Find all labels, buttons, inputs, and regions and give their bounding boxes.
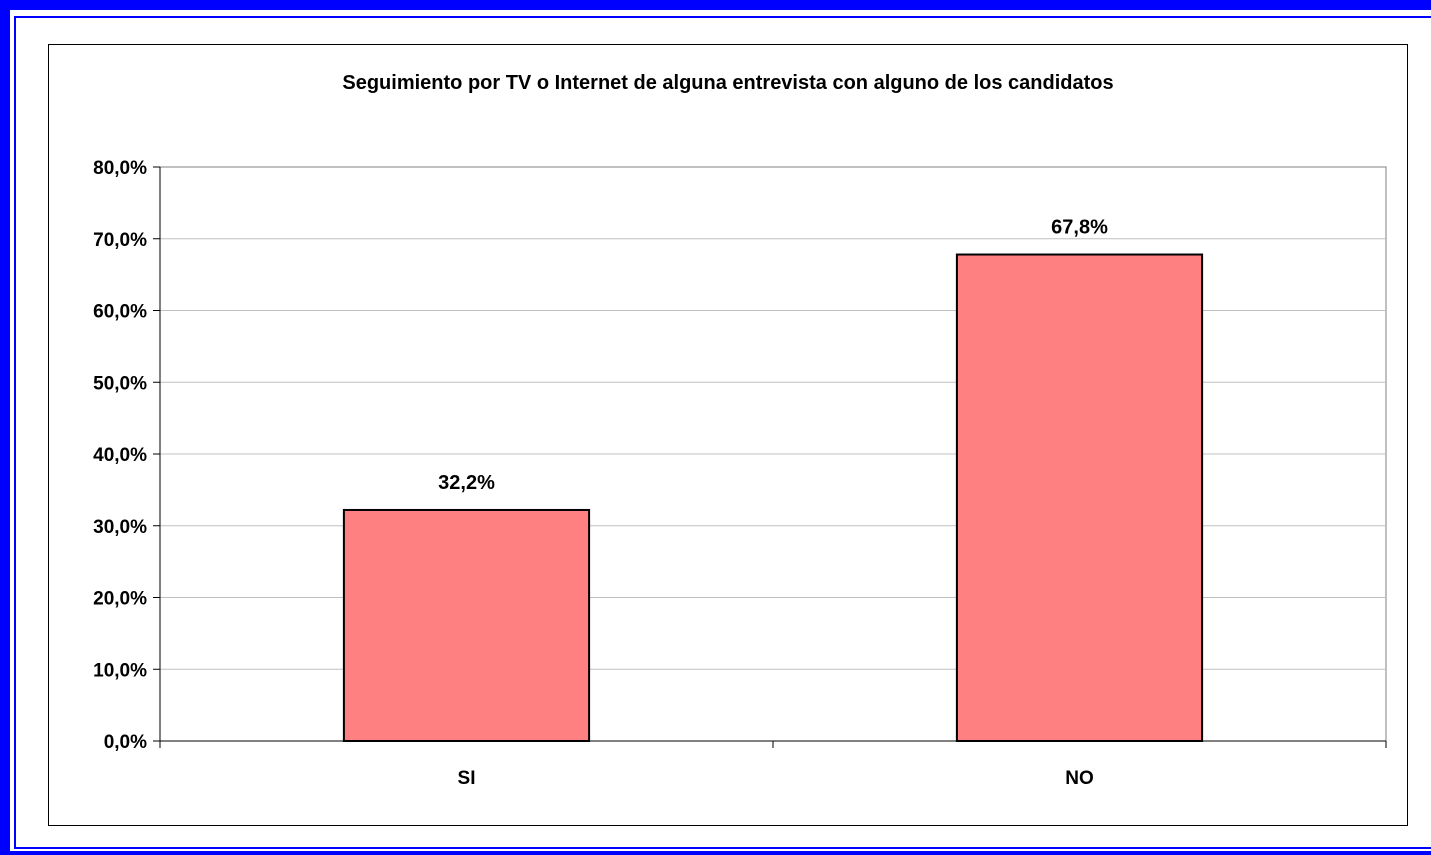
- y-tick-label: 70,0%: [93, 230, 147, 251]
- data-label: 32,2%: [438, 472, 495, 494]
- bar-si: [342, 508, 591, 742]
- y-tick-label: 20,0%: [93, 589, 147, 610]
- x-category-label: SI: [458, 768, 476, 789]
- chart-title: Seguimiento por TV o Internet de alguna …: [342, 72, 1113, 94]
- y-tick-label: 40,0%: [93, 445, 147, 466]
- y-tick-label: 50,0%: [93, 373, 147, 394]
- y-tick-label: 30,0%: [93, 517, 147, 538]
- y-tick-label: 0,0%: [104, 732, 147, 753]
- bar-no: [955, 253, 1204, 742]
- y-tick-label: 10,0%: [93, 660, 147, 681]
- data-label: 67,8%: [1051, 217, 1108, 239]
- window-frame-inner: [14, 16, 1431, 849]
- y-tick-label: 60,0%: [93, 302, 147, 323]
- x-category-label: NO: [1065, 768, 1094, 789]
- y-tick-label: 80,0%: [93, 158, 147, 179]
